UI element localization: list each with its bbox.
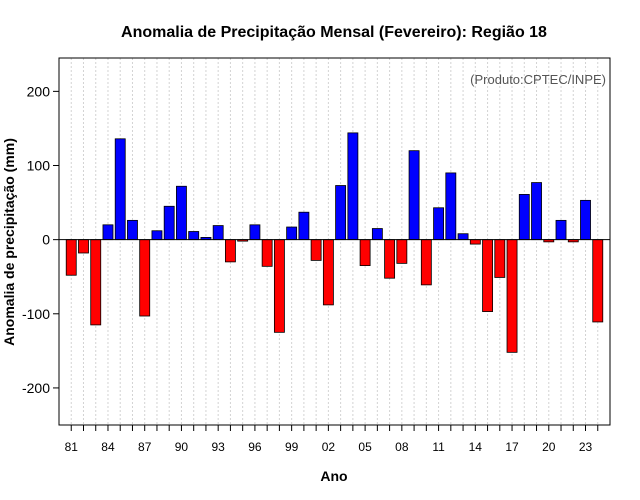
chart-title: Anomalia de Precipitação Mensal (Feverei… bbox=[121, 24, 547, 41]
bar-1998 bbox=[273, 239, 285, 333]
y-tick-label: 0 bbox=[42, 232, 50, 248]
bar-1982 bbox=[78, 239, 89, 254]
bar-1997 bbox=[261, 239, 273, 267]
bar-1988 bbox=[151, 230, 163, 241]
plot-frame bbox=[58, 57, 611, 426]
x-tick-label: 11 bbox=[432, 440, 445, 454]
x-tick-label: 05 bbox=[358, 440, 372, 454]
x-tick-label: 93 bbox=[211, 440, 225, 454]
x-tick-label: 87 bbox=[138, 440, 152, 454]
bar-2010 bbox=[420, 239, 432, 286]
bar-2023 bbox=[580, 199, 591, 241]
x-axis-label: Ano bbox=[320, 468, 347, 484]
bar-2019 bbox=[531, 182, 542, 241]
bar-2003 bbox=[335, 185, 347, 241]
x-axis: 81 84 87 90 93 96 99 02 05 08 11 14 17 20 23 bbox=[65, 425, 599, 454]
bar-2011 bbox=[433, 207, 444, 241]
bar-2006 bbox=[371, 228, 383, 241]
bar-1981 bbox=[65, 239, 77, 276]
x-tick-label: 20 bbox=[542, 440, 556, 454]
x-tick-label: 17 bbox=[505, 440, 519, 454]
credit-label: (Produto:CPTEC/INPE) bbox=[470, 72, 606, 87]
y-tick-label: 200 bbox=[27, 83, 51, 99]
x-tick-label: 99 bbox=[285, 440, 299, 454]
bar-2018 bbox=[518, 194, 530, 241]
x-tick-label: 84 bbox=[101, 440, 115, 454]
x-tick-label: 08 bbox=[395, 440, 409, 454]
bar-1994 bbox=[224, 239, 236, 263]
bar-1989 bbox=[163, 205, 175, 241]
bar-2001 bbox=[310, 239, 322, 261]
x-tick-label: 96 bbox=[248, 440, 262, 454]
y-tick-label: -200 bbox=[22, 380, 50, 396]
bar-2004 bbox=[347, 132, 359, 241]
x-tick-label: 14 bbox=[469, 440, 483, 454]
x-tick-label: 23 bbox=[579, 440, 593, 454]
y-tick-label: 100 bbox=[27, 158, 51, 174]
x-tick-label: 90 bbox=[175, 440, 189, 454]
bar-2009 bbox=[408, 150, 420, 241]
bar-1984 bbox=[102, 224, 114, 241]
bar-1990 bbox=[176, 185, 187, 241]
bar-1987 bbox=[139, 239, 151, 317]
bar-2021 bbox=[555, 219, 567, 241]
bar-2005 bbox=[359, 239, 371, 266]
bar-2007 bbox=[384, 239, 396, 279]
bar-1986 bbox=[127, 219, 138, 241]
vertical-grid bbox=[70, 58, 599, 425]
y-axis-label: Anomalia de precipitação (mm) bbox=[1, 138, 17, 346]
bar-2015 bbox=[482, 239, 493, 312]
bar-1983 bbox=[90, 239, 102, 326]
y-tick-label: -100 bbox=[22, 306, 50, 322]
bar-2016 bbox=[494, 239, 506, 278]
bar-2017 bbox=[506, 239, 518, 353]
x-tick-label: 02 bbox=[322, 440, 336, 454]
x-tick-label: 81 bbox=[65, 440, 79, 454]
bar-2024 bbox=[592, 239, 604, 323]
bar-1999 bbox=[286, 226, 298, 241]
bar-series bbox=[65, 132, 604, 353]
bar-2008 bbox=[396, 239, 408, 264]
bar-2013 bbox=[457, 233, 469, 241]
bar-1996 bbox=[249, 224, 261, 241]
bar-1993 bbox=[212, 225, 224, 241]
bar-2000 bbox=[298, 211, 310, 241]
bar-1985 bbox=[114, 138, 126, 241]
bar-1991 bbox=[188, 231, 200, 241]
y-axis: -200 -100 0 100 200 bbox=[22, 83, 59, 396]
bar-2012 bbox=[445, 172, 457, 241]
bar-2014 bbox=[469, 239, 481, 245]
bar-2002 bbox=[322, 239, 334, 306]
